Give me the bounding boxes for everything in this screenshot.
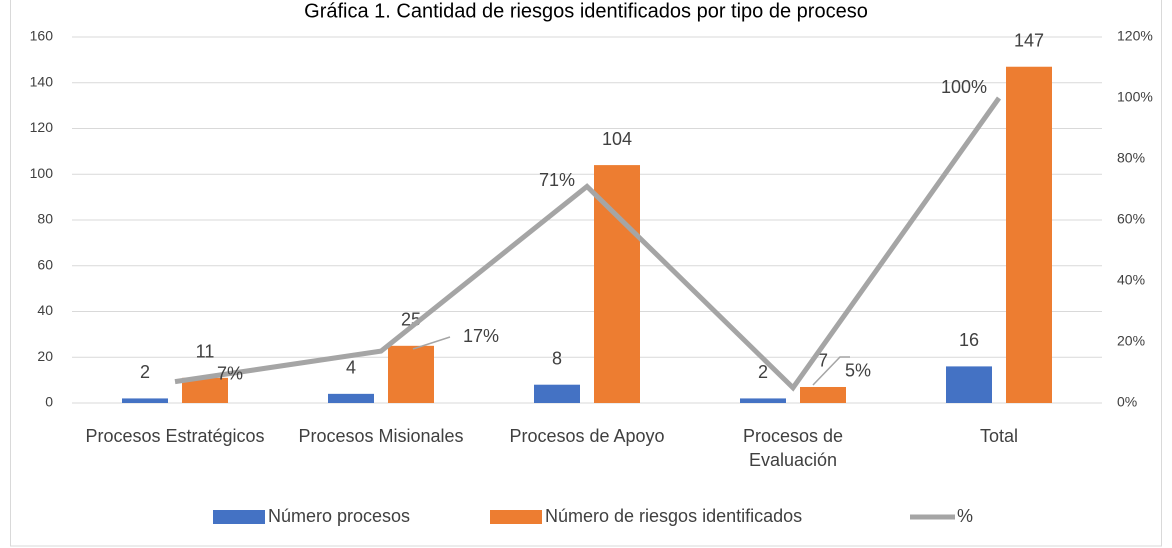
data-label: 5% bbox=[845, 361, 871, 381]
y2-tick-label: 40% bbox=[1117, 272, 1145, 288]
chart-border bbox=[10, 0, 1162, 547]
data-label: 2 bbox=[140, 362, 150, 382]
x-tick-label: Total bbox=[979, 426, 1019, 446]
data-label: 7% bbox=[217, 363, 243, 383]
y-tick-label: 80 bbox=[37, 211, 53, 227]
x-tick-label: Procesos Misionales bbox=[298, 426, 464, 446]
x-tick-label: Procesos de Apoyo bbox=[509, 426, 665, 446]
y-tick-label: 40 bbox=[37, 302, 53, 318]
data-label: 8 bbox=[552, 348, 562, 368]
bar bbox=[946, 366, 992, 403]
line-series bbox=[174, 96, 1002, 392]
bar bbox=[800, 386, 846, 403]
legend-swatch bbox=[490, 510, 542, 524]
bar bbox=[740, 398, 786, 403]
legend-label: Número procesos bbox=[268, 506, 410, 526]
leader-line bbox=[812, 356, 850, 386]
y-tick-label: 100 bbox=[30, 165, 54, 181]
legend-label: Número de riesgos identificados bbox=[545, 506, 802, 526]
y2-tick-label: 60% bbox=[1117, 211, 1145, 227]
y2-tick-label: 100% bbox=[1117, 89, 1153, 105]
y2-tick-label: 0% bbox=[1117, 394, 1137, 410]
bar bbox=[182, 377, 228, 403]
y-tick-label: 160 bbox=[30, 28, 54, 44]
bar bbox=[388, 345, 434, 403]
y-tick-label: 140 bbox=[30, 73, 54, 89]
x-tick-label: Procesos de Evaluación bbox=[742, 426, 844, 470]
data-label: 100% bbox=[941, 77, 987, 97]
bar bbox=[1006, 66, 1052, 404]
data-label: 104 bbox=[602, 129, 632, 149]
y2-tick-label: 80% bbox=[1117, 150, 1145, 166]
bar bbox=[534, 384, 580, 403]
data-label: 17% bbox=[463, 326, 499, 346]
legend-label: % bbox=[957, 506, 973, 526]
y-tick-label: 60 bbox=[37, 256, 53, 272]
data-label: 7 bbox=[818, 351, 828, 371]
bar bbox=[594, 165, 640, 403]
leader-line bbox=[412, 336, 451, 350]
y-tick-label: 0 bbox=[45, 394, 53, 410]
y2-tick-label: 120% bbox=[1117, 28, 1153, 44]
legend-swatch bbox=[213, 510, 265, 524]
data-label: 2 bbox=[758, 362, 768, 382]
data-label: 71% bbox=[539, 170, 575, 190]
chart-title: Gráfica 1. Cantidad de riesgos identific… bbox=[304, 0, 868, 22]
data-label: 16 bbox=[959, 330, 979, 350]
data-label: 147 bbox=[1014, 30, 1044, 50]
x-tick-label: Procesos Estratégicos bbox=[85, 426, 265, 446]
y2-tick-label: 20% bbox=[1117, 333, 1145, 349]
y-tick-label: 20 bbox=[37, 348, 53, 364]
y-tick-label: 120 bbox=[30, 119, 54, 135]
bar bbox=[328, 393, 374, 403]
data-label: 11 bbox=[196, 342, 215, 362]
data-label: 4 bbox=[346, 358, 356, 378]
bar bbox=[122, 398, 168, 403]
